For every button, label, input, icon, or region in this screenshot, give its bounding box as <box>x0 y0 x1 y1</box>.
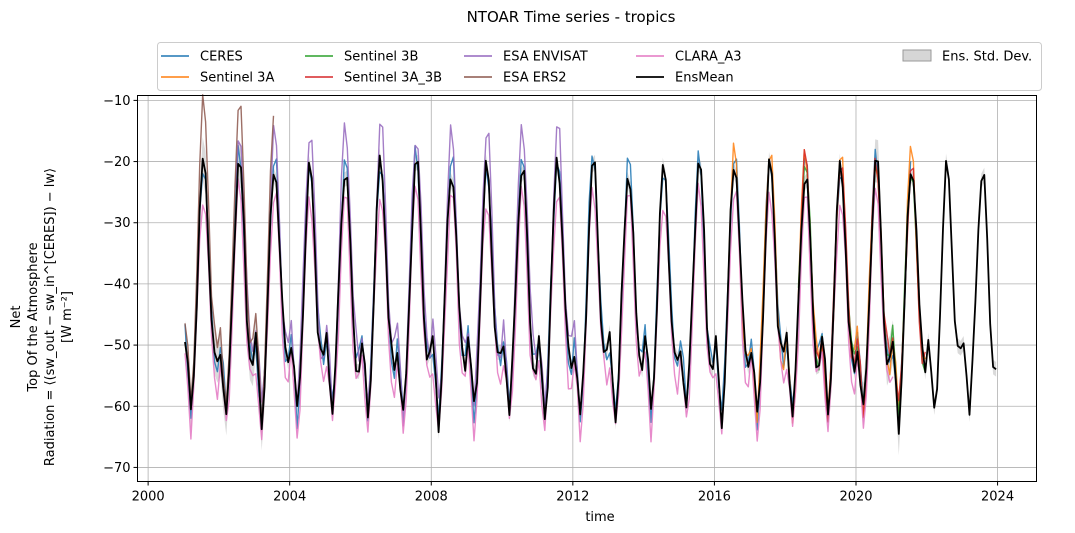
x-axis-label: time <box>585 510 614 525</box>
legend-label-sentinel-3b: Sentinel 3B <box>344 50 418 65</box>
y-tick-label: −60 <box>103 400 130 415</box>
legend: CERES Sentinel 3A Sentinel 3B Sentinel 3A_3… <box>157 42 1042 91</box>
series-lines <box>184 94 997 443</box>
y-axis: −70 −60 −50 −40 −30 −20 −10 <box>103 94 138 476</box>
y-tick-label: −70 <box>103 461 130 476</box>
legend-label-esa-ers2: ESA ERS2 <box>503 71 567 86</box>
x-tick-label: 2020 <box>839 490 872 505</box>
legend-label-esa-envisat: ESA ENVISAT <box>503 50 588 65</box>
plot-frame <box>137 95 1037 482</box>
x-tick-label: 2004 <box>273 490 306 505</box>
y-tick-label: −20 <box>103 155 130 170</box>
legend-label-ceres: CERES <box>200 50 243 65</box>
x-tick-label: 2008 <box>415 490 448 505</box>
y-axis-label-line-1: Net <box>9 306 24 329</box>
series-line-clara-a3 <box>184 178 894 443</box>
chart-title: NTOAR Time series - tropics <box>467 8 676 26</box>
legend-label-ensmean: EnsMean <box>675 71 734 86</box>
y-axis-label-line-3: Radiation = ⟨(sw_out − sw_in^[CERES]) − … <box>43 168 58 466</box>
y-tick-label: −30 <box>103 216 130 231</box>
legend-label-sentinel-3a: Sentinel 3A <box>200 71 274 86</box>
legend-label-clara-a3: CLARA_A3 <box>675 50 742 65</box>
y-axis-label-line-4: [W m⁻²] <box>60 291 75 343</box>
x-tick-label: 2000 <box>132 490 165 505</box>
legend-swatch-ens-std-dev- <box>902 49 932 62</box>
series-line-ensmean <box>184 154 997 435</box>
y-tick-label: −10 <box>103 94 130 109</box>
x-axis: 2000 2004 2008 2012 2016 2020 2024 <box>132 481 1014 505</box>
legend-label-sentinel-3a-3b: Sentinel 3A_3B <box>344 71 442 86</box>
y-tick-label: −50 <box>103 339 130 354</box>
legend-label-ens-std-dev-: Ens. Std. Dev. <box>942 50 1032 65</box>
legend-frame <box>157 42 1042 91</box>
y-tick-label: −40 <box>103 277 130 292</box>
x-tick-label: 2016 <box>698 490 731 505</box>
series-line-sentinel-3a-3b <box>797 149 926 423</box>
y-axis-label-line-2: Top Of the Atmosphere <box>26 242 41 392</box>
x-tick-label: 2012 <box>556 490 589 505</box>
y-axis-label: Net Top Of the Atmosphere Radiation = ⟨(… <box>9 168 75 466</box>
x-tick-label: 2024 <box>981 490 1014 505</box>
